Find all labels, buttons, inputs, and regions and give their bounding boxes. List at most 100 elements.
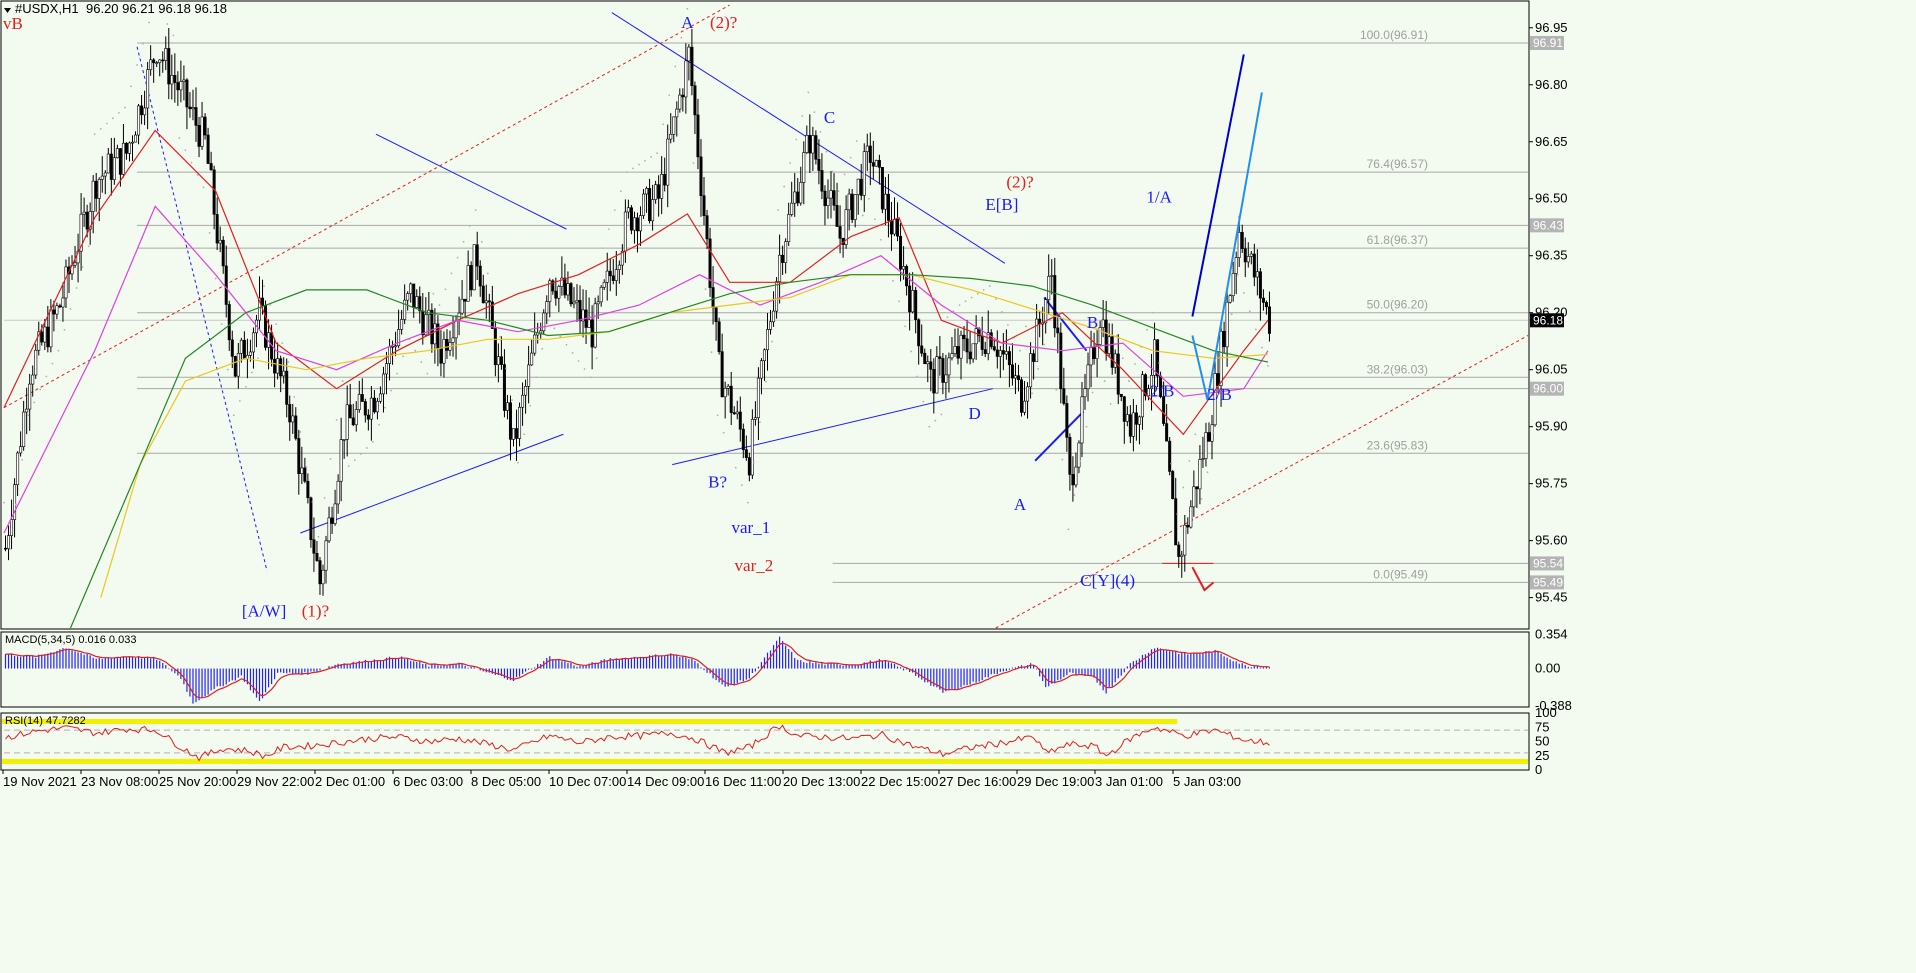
candle-body [832, 190, 836, 206]
candle-bar [124, 142, 128, 160]
candle-bar [835, 182, 839, 227]
candle-body [124, 142, 128, 154]
sar-dot [281, 342, 284, 344]
candle-body [1080, 396, 1084, 444]
candle-body [623, 211, 627, 252]
candle-body [638, 215, 642, 232]
candle-bar [1207, 422, 1211, 442]
candle-bar [134, 131, 138, 143]
sar-dot [650, 156, 652, 158]
candle-bar [678, 88, 682, 113]
collapse-arrow-icon[interactable] [4, 8, 11, 13]
candle-bar [499, 336, 503, 370]
candle-body [49, 309, 53, 348]
sar-dot [365, 447, 368, 449]
candle-body [765, 329, 769, 351]
candle-bar [729, 372, 733, 426]
candle-bar [850, 188, 854, 224]
sar-dot [1230, 313, 1233, 316]
candle-bar [273, 338, 277, 388]
candle-bar [926, 355, 930, 383]
candle-bar [478, 260, 482, 297]
sar-dot [958, 304, 961, 307]
candle-bar [19, 431, 23, 457]
sar-dot [414, 349, 417, 352]
sar-dot [855, 140, 858, 142]
candle-body [732, 412, 736, 415]
wave-label: B [1087, 313, 1098, 332]
candle-body [115, 148, 119, 158]
sar-dot [716, 414, 719, 417]
candle-bar [784, 238, 788, 274]
candle-body [1026, 386, 1030, 402]
sar-dot [269, 304, 271, 307]
sar-dot [1188, 459, 1191, 462]
candle-body [635, 217, 639, 232]
candle-body [772, 310, 776, 323]
candle-bar [309, 496, 313, 548]
candle-body [575, 300, 579, 303]
candle-bar [530, 339, 534, 366]
candle-bar [1007, 346, 1011, 388]
candle-body [418, 296, 422, 312]
sar-dot [753, 461, 755, 464]
candle-bar [699, 139, 703, 217]
candle-bar [769, 309, 773, 335]
fib-level-label: 0.0(95.49) [1373, 567, 1428, 581]
candle-body [1165, 423, 1169, 442]
sar-dot [1109, 402, 1112, 405]
candle-bar [832, 173, 836, 211]
candle-body [484, 300, 488, 304]
candle-bar [221, 236, 225, 274]
sar-dot [57, 349, 60, 352]
candle-bar [802, 141, 806, 205]
candle-bar [941, 352, 945, 395]
candle-body [451, 337, 455, 343]
candle-body [327, 517, 331, 542]
wave-label: D [969, 404, 981, 423]
candle-bar [629, 205, 633, 235]
main-panel-frame [0, 0, 1530, 630]
wave-label: (1)? [302, 602, 329, 621]
sar-dot [378, 423, 380, 426]
candle-bar [215, 197, 219, 251]
candle-body [741, 428, 745, 450]
time-axis-label: 22 Dec 15:00 [861, 774, 938, 789]
candle-body [309, 497, 313, 541]
candle-body [838, 226, 842, 239]
macd-label: MACD(5,34,5) 0.016 0.033 [5, 634, 136, 646]
rsi-overbought-band [2, 719, 1178, 724]
candle-body [409, 283, 413, 294]
candle-body [687, 46, 691, 62]
candle-bar [527, 345, 531, 404]
candle-bar [106, 148, 110, 174]
candle-bar [1131, 399, 1135, 452]
candle-bar [648, 178, 652, 224]
sar-dot [329, 458, 332, 460]
candle-body [560, 277, 564, 287]
sar-dot [904, 325, 906, 328]
candle-body [137, 105, 141, 136]
candle-bar [1068, 433, 1072, 491]
sar-dot [341, 380, 344, 382]
sar-dot [880, 238, 882, 241]
projection-path [1191, 54, 1245, 317]
sar-dot [208, 232, 211, 234]
rsi-axis-label: 0 [1535, 762, 1542, 777]
candle-bar [696, 98, 700, 170]
price-axis-label: 95.90 [1535, 419, 1568, 434]
candle-body [28, 383, 32, 410]
candle-body [950, 353, 954, 359]
candle-bar [914, 286, 918, 334]
candle-bar [100, 156, 104, 193]
candle-bar [823, 185, 827, 226]
candle-bar [375, 397, 379, 420]
candle-body [348, 404, 352, 419]
candle-body [1092, 347, 1096, 359]
candle-bar [938, 336, 942, 376]
sar-dot [462, 240, 465, 243]
candle-bar [285, 358, 289, 418]
sar-dot [656, 152, 659, 155]
